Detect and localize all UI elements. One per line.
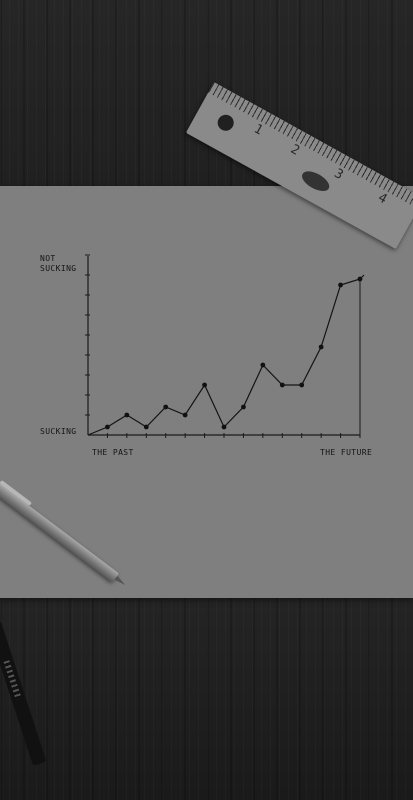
data-point (124, 412, 130, 418)
data-point (357, 276, 363, 282)
y-axis-ticks (85, 254, 90, 416)
data-point (338, 282, 343, 288)
data-point (182, 412, 188, 418)
y-label-high-line-2: SUCKING (40, 264, 77, 273)
data-points (105, 276, 363, 430)
data-point (143, 424, 149, 430)
data-point (202, 382, 207, 388)
paper-sheet (0, 186, 413, 598)
x-label-end: THE FUTURE (320, 448, 372, 457)
data-point (279, 382, 285, 388)
data-point (260, 362, 266, 368)
y-label-low: SUCKING (40, 427, 77, 436)
y-label-high-line-1: NOT (40, 254, 56, 263)
data-point (299, 382, 305, 388)
x-axis-ticks (106, 433, 361, 438)
data-point (105, 424, 110, 430)
data-point (318, 344, 324, 350)
series-line (87, 274, 365, 436)
data-point (241, 404, 246, 410)
data-point (221, 424, 227, 430)
data-point (163, 404, 169, 410)
x-label-start: THE PAST (92, 448, 134, 457)
